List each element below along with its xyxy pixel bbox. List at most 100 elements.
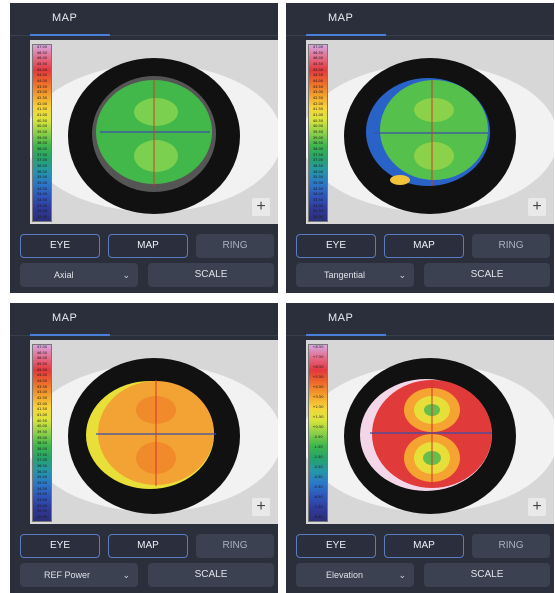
zoom-plus-button[interactable]: + <box>252 198 270 216</box>
map-button[interactable]: MAP <box>108 534 188 558</box>
color-scale-legend: 47.00 46.50 46.00 45.50 45.00 44.50 44.00 43.50… <box>308 44 328 222</box>
scale-tick-label: 33.50 <box>36 198 48 203</box>
scale-tick-label: 41.00 <box>36 113 48 118</box>
zoom-plus-button[interactable]: + <box>252 498 270 516</box>
scale-tick-label: 36.00 <box>36 469 48 474</box>
scale-tick-label: 34.00 <box>36 192 48 197</box>
color-scale-legend: 47.00 46.50 46.00 45.50 45.00 44.50 44.00 43.50… <box>32 44 52 222</box>
tab-bar: MAP <box>286 303 554 337</box>
scale-tick-label: 44.50 <box>36 373 48 378</box>
scale-button[interactable]: SCALE <box>424 263 550 287</box>
tab-map[interactable]: MAP <box>328 312 354 324</box>
scale-tick-label: 33.50 <box>36 498 48 503</box>
color-scale-legend: +8.50 +7.50 +6.50 +5.50 +4.50 +3.50 +2.50 +1.50… <box>308 344 328 522</box>
eye-button[interactable]: EYE <box>20 234 100 258</box>
scale-tick-label: 34.50 <box>36 186 48 191</box>
scale-tick-label: 39.00 <box>36 435 48 440</box>
tab-track <box>286 335 554 336</box>
scale-tick-label: -8.50 <box>313 515 323 520</box>
map-type-dropdown[interactable]: Axial ⌄ <box>20 263 138 287</box>
chevron-down-icon: ⌄ <box>122 570 130 580</box>
ring-button[interactable]: RING <box>196 234 274 258</box>
zoom-plus-button[interactable]: + <box>528 198 546 216</box>
scale-tick-label: 33.00 <box>36 203 48 208</box>
scale-tick-label: 46.00 <box>312 56 324 61</box>
scale-tick-label: +2.50 <box>312 405 324 410</box>
color-scale-labels: 47.00 46.50 46.00 45.50 45.00 44.50 44.00 43.50… <box>309 45 327 221</box>
color-scale-bar <box>33 45 51 221</box>
scale-tick-label: -7.50 <box>313 505 323 510</box>
color-scale-bar <box>309 345 327 521</box>
scale-tick-label: 35.00 <box>36 481 48 486</box>
scale-tick-label: 39.50 <box>312 130 324 135</box>
scale-tick-label: 40.00 <box>36 424 48 429</box>
ring-button[interactable]: RING <box>472 234 550 258</box>
scale-tick-label: 38.00 <box>36 147 48 152</box>
chevron-down-icon: ⌄ <box>398 270 406 280</box>
tab-map[interactable]: MAP <box>52 312 78 324</box>
ring-button[interactable]: RING <box>196 534 274 558</box>
eye-image <box>306 340 554 524</box>
scale-tick-label: 36.00 <box>312 169 324 174</box>
scale-tick-label: +0.50 <box>312 425 324 430</box>
map-button[interactable]: MAP <box>384 234 464 258</box>
scale-tick-label: 43.50 <box>36 84 48 89</box>
eye-map-view[interactable]: 47.00 46.50 46.00 45.50 45.00 44.50 44.00 43.50… <box>306 40 554 224</box>
map-type-dropdown[interactable]: Elevation ⌄ <box>296 563 414 587</box>
scale-tick-label: 37.50 <box>36 152 48 157</box>
scale-tick-label: -5.50 <box>313 485 323 490</box>
topography-panel-elevation: MAP +8.50 +7.50 +6.50 +5.50 +4.50 + <box>286 303 554 593</box>
scale-tick-label: -1.50 <box>313 445 323 450</box>
scale-tick-label: 42.50 <box>312 96 324 101</box>
scale-tick-label: 36.00 <box>36 169 48 174</box>
scale-tick-label: +5.50 <box>312 375 324 380</box>
map-button[interactable]: MAP <box>108 234 188 258</box>
eye-button[interactable]: EYE <box>20 534 100 558</box>
scale-tick-label: 46.50 <box>36 50 48 55</box>
tab-map[interactable]: MAP <box>328 12 354 24</box>
eye-map-view[interactable]: 47.00 46.50 46.00 45.50 45.00 44.50 44.00 43.50… <box>30 40 278 224</box>
scale-tick-label: 45.00 <box>312 67 324 72</box>
map-type-value: Axial <box>54 270 74 280</box>
scale-button[interactable]: SCALE <box>148 263 274 287</box>
map-button[interactable]: MAP <box>384 534 464 558</box>
scale-tick-label: 39.00 <box>36 135 48 140</box>
scale-tick-label: 37.00 <box>36 458 48 463</box>
eye-map-view[interactable]: 47.00 46.50 46.00 45.50 45.00 44.50 44.00 43.50… <box>30 340 278 524</box>
scale-tick-label: 44.00 <box>312 79 324 84</box>
scale-tick-label: 40.50 <box>36 118 48 123</box>
scale-button[interactable]: SCALE <box>424 563 550 587</box>
scale-tick-label: 37.50 <box>36 452 48 457</box>
scale-button[interactable]: SCALE <box>148 563 274 587</box>
tab-map[interactable]: MAP <box>52 12 78 24</box>
eye-button[interactable]: EYE <box>296 534 376 558</box>
topography-panel-ref-power: MAP 47.00 46.50 46.00 45.50 45.00 44.50 44.00 4… <box>10 303 278 593</box>
scale-tick-label: 42.50 <box>36 96 48 101</box>
scale-tick-label: 37.00 <box>36 158 48 163</box>
scale-tick-label: 35.00 <box>312 181 324 186</box>
color-scale-bar <box>309 45 327 221</box>
scale-tick-label: 37.50 <box>312 152 324 157</box>
scale-tick-label: -0.50 <box>313 435 323 440</box>
ring-button[interactable]: RING <box>472 534 550 558</box>
scale-tick-label: 34.50 <box>312 186 324 191</box>
scale-tick-label: 46.00 <box>36 56 48 61</box>
eye-button[interactable]: EYE <box>296 234 376 258</box>
map-type-dropdown[interactable]: Tangential ⌄ <box>296 263 414 287</box>
scale-tick-label: 39.50 <box>36 430 48 435</box>
zoom-plus-button[interactable]: + <box>528 498 546 516</box>
scale-tick-label: +4.50 <box>312 385 324 390</box>
scale-tick-label: 35.50 <box>312 175 324 180</box>
scale-tick-label: +6.50 <box>312 365 324 370</box>
color-scale-legend: 47.00 46.50 46.00 45.50 45.00 44.50 44.00 43.50… <box>32 344 52 522</box>
color-scale-labels: 47.00 46.50 46.00 45.50 45.00 44.50 44.00 43.50… <box>33 45 51 221</box>
scale-tick-label: 36.50 <box>36 164 48 169</box>
map-type-dropdown[interactable]: REF Power ⌄ <box>20 563 138 587</box>
scale-tick-label: 33.00 <box>36 503 48 508</box>
scale-tick-label: 34.00 <box>312 192 324 197</box>
scale-tick-label: 38.50 <box>36 441 48 446</box>
scale-tick-label: 45.50 <box>312 62 324 67</box>
scale-tick-label: +3.50 <box>312 395 324 400</box>
scale-tick-label: 38.00 <box>36 447 48 452</box>
eye-map-view[interactable]: +8.50 +7.50 +6.50 +5.50 +4.50 +3.50 +2.50 +1.50… <box>306 340 554 524</box>
